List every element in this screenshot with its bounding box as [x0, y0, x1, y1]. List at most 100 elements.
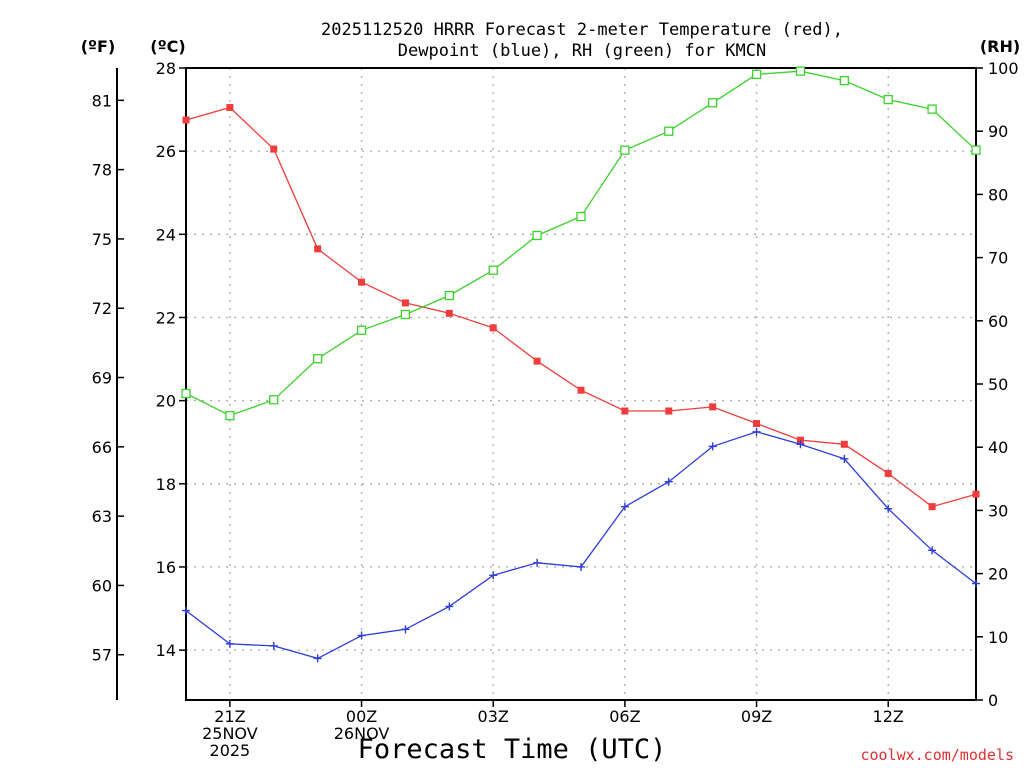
rh-point: [576, 211, 586, 222]
celsius-tick-label: 28: [156, 59, 176, 78]
temperature-point: [182, 116, 190, 124]
fahrenheit-tick-label: 78: [92, 161, 112, 180]
temperature-point: [840, 440, 848, 448]
dewpoint-point: [972, 579, 980, 588]
temperature-point: [533, 357, 541, 365]
plot-frame: [185, 67, 977, 701]
rh-tick-label: 100: [988, 59, 1019, 78]
rh-point: [400, 309, 411, 320]
chart-title-line-2: Dewpoint (blue), RH (green) for KMCN: [398, 41, 766, 61]
temperature-point: [621, 407, 629, 415]
dewpoint-point: [796, 440, 805, 449]
rh-tick-label: 30: [988, 501, 1008, 520]
rh-tick-label: 40: [988, 438, 1008, 457]
x-axis-label: Forecast Time (UTC): [358, 734, 667, 765]
fahrenheit-tick-label: 63: [92, 507, 112, 526]
dewpoint-point: [664, 477, 673, 486]
temperature-line: [185, 106, 977, 508]
rh-point: [269, 395, 279, 405]
fahrenheit-tick-label: 57: [92, 646, 112, 665]
rh-point: [532, 230, 542, 241]
rh-point: [181, 388, 191, 399]
dewpoint-point: [182, 606, 190, 615]
rh-tick-label: 20: [988, 565, 1008, 584]
rh-line: [185, 70, 977, 417]
celsius-tick-label: 20: [156, 392, 176, 411]
temperature-point: [314, 245, 322, 253]
rh-point: [620, 145, 630, 155]
dewpoint-point: [840, 454, 849, 463]
temperature-point: [884, 469, 892, 477]
rh-tick-label: 90: [988, 122, 1008, 141]
rh-point: [708, 98, 718, 108]
dewpoint-point: [928, 546, 937, 555]
x-tick-label: 06Z: [609, 707, 640, 726]
rh-point: [356, 325, 367, 335]
celsius-tick-label: 26: [156, 142, 176, 161]
rh-point: [225, 410, 235, 421]
rh-tick-label: 50: [988, 375, 1008, 394]
dewpoint-point: [752, 427, 761, 436]
x-tick-label: 03Z: [478, 707, 509, 726]
celsius-tick-label: 24: [156, 225, 176, 244]
temperature-point: [928, 503, 936, 511]
dewpoint-point: [489, 571, 498, 580]
dewpoint-point: [401, 625, 410, 634]
temperature-point: [796, 436, 804, 444]
temperature-point: [665, 407, 673, 415]
rh-point: [971, 145, 981, 155]
credit-text: coolwx.com/models: [860, 746, 1014, 764]
temperature-point: [445, 309, 453, 317]
data-series: [181, 66, 981, 663]
x-tick-label: 12Z: [873, 707, 904, 726]
dewpoint-point: [313, 654, 322, 663]
fahrenheit-tick-label: 60: [92, 576, 112, 595]
rh-unit-label: (RH): [980, 37, 1020, 56]
fahrenheit-tick-label: 72: [92, 299, 112, 318]
fahrenheit-tick-label: 69: [92, 369, 112, 388]
grid-lines: [186, 68, 976, 700]
celsius-tick-label: 16: [156, 558, 176, 577]
rh-tick-label: 70: [988, 249, 1008, 268]
rh-point: [927, 104, 937, 114]
temperature-point: [226, 104, 234, 111]
rh-point: [839, 75, 849, 86]
dewpoint-point: [533, 558, 542, 567]
temperature-point: [577, 386, 585, 394]
dewpoint-point: [708, 442, 717, 451]
rh-point: [751, 69, 762, 79]
rh-tick-label: 60: [988, 312, 1008, 331]
celsius-tick-label: 18: [156, 475, 176, 494]
x-tick-label: 2025: [210, 741, 251, 760]
dewpoint-point: [445, 602, 454, 611]
rh-point: [795, 66, 806, 76]
fahrenheit-unit-label: (ºF): [81, 37, 116, 56]
dewpoint-point: [884, 504, 893, 513]
x-tick-label: 09Z: [741, 707, 772, 726]
rh-point: [883, 94, 893, 105]
dewpoint-point: [357, 631, 366, 640]
temperature-point: [358, 278, 366, 286]
celsius-tick-label: 14: [156, 641, 176, 660]
rh-tick-label: 10: [988, 628, 1008, 647]
x-tick-label: 00Z: [346, 707, 377, 726]
celsius-tick-label: 22: [156, 308, 176, 327]
temperature-point: [709, 403, 717, 411]
fahrenheit-tick-label: 75: [92, 230, 112, 249]
rh-point: [444, 290, 454, 301]
dewpoint-line: [185, 431, 977, 660]
celsius-unit-label: (ºC): [150, 37, 185, 56]
x-tick-label: 26NOV: [334, 724, 390, 743]
rh-point: [488, 265, 498, 275]
x-tick-label: 21Z: [214, 707, 245, 726]
x-tick-label: 25NOV: [202, 724, 258, 743]
dewpoint-point: [577, 562, 585, 571]
temperature-point: [753, 420, 761, 427]
rh-tick-label: 0: [988, 691, 998, 710]
chart-title-line-1: 2025112520 HRRR Forecast 2-meter Tempera…: [321, 20, 843, 40]
axes: 14 16 18 20 22 24 26 28 57 60 63 66 69 72 75 78 81 0 10 20 3…: [92, 59, 1019, 760]
temperature-point: [270, 145, 278, 153]
dewpoint-point: [620, 502, 629, 511]
rh-point: [664, 126, 674, 136]
